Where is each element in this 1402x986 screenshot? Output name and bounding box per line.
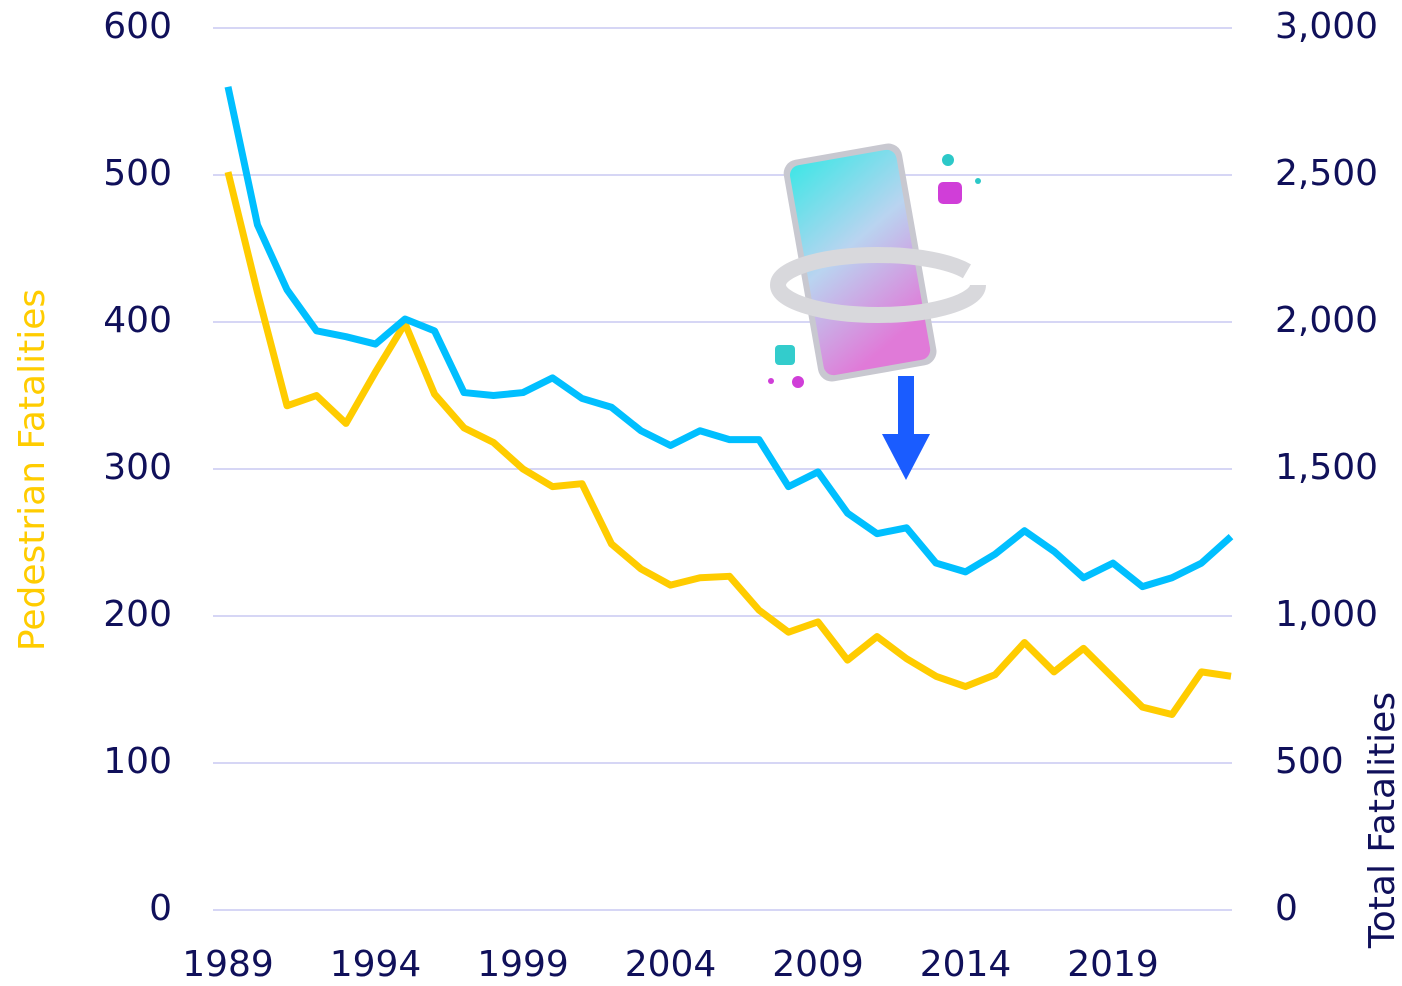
y2-tick-label: 500	[1275, 741, 1344, 782]
y-tick-label: 200	[103, 594, 172, 635]
y-tick-label: 0	[149, 888, 172, 929]
phone-illustration	[768, 143, 986, 480]
x-tick-label: 2019	[1067, 944, 1159, 985]
x-tick-label: 2014	[920, 944, 1012, 985]
y2-tick-label: 0	[1275, 888, 1298, 929]
y-tick-label: 500	[103, 153, 172, 194]
x-tick-label: 2004	[625, 944, 717, 985]
y2-tick-label: 3,000	[1275, 6, 1378, 47]
y2-axis-label: Total Fatalities	[1362, 692, 1402, 949]
series-line	[224, 171, 1232, 718]
y2-tick-label: 1,500	[1275, 447, 1378, 488]
y2-tick-label: 2,000	[1275, 300, 1378, 341]
y-tick-label: 400	[103, 300, 172, 341]
x-tick-label: 1994	[330, 944, 422, 985]
y-tick-label: 100	[103, 741, 172, 782]
y2-tick-label: 2,500	[1275, 153, 1378, 194]
x-tick-label: 1989	[182, 944, 274, 985]
x-tick-label: 1999	[477, 944, 569, 985]
series-line	[224, 86, 1234, 591]
y-axis-label: Pedestrian Fatalities	[12, 289, 53, 651]
y-tick-label: 600	[103, 6, 172, 47]
x-tick-label: 2009	[772, 944, 864, 985]
y2-tick-label: 1,000	[1275, 594, 1378, 635]
y-tick-label: 300	[103, 447, 172, 488]
